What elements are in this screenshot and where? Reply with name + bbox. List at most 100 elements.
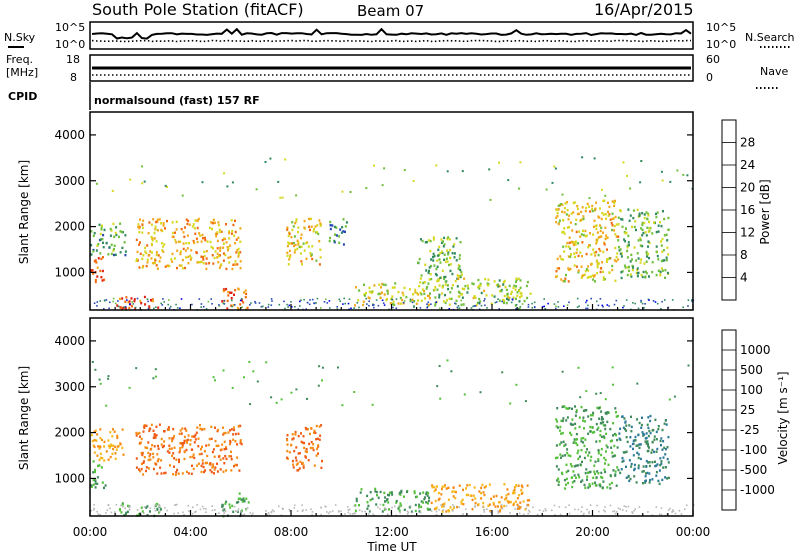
data-cell — [566, 241, 569, 245]
data-cell — [636, 382, 639, 385]
data-cell — [375, 490, 378, 494]
data-cell — [435, 267, 438, 271]
data-cell — [565, 213, 568, 216]
noise-cell — [589, 504, 592, 506]
data-cell — [226, 307, 229, 310]
data-cell — [559, 453, 562, 456]
data-cell — [633, 246, 636, 249]
data-cell — [556, 212, 559, 215]
data-cell — [151, 239, 154, 242]
data-cell — [571, 418, 574, 421]
data-cell — [184, 266, 186, 270]
data-cell — [420, 274, 423, 277]
data-cell — [182, 247, 185, 251]
data-cell — [212, 463, 215, 466]
data-cell — [321, 366, 324, 369]
data-cell — [163, 440, 166, 443]
data-cell — [375, 503, 378, 506]
data-cell — [556, 479, 559, 482]
data-cell — [265, 361, 268, 364]
data-cell — [515, 484, 518, 487]
noise-cell — [283, 300, 285, 303]
data-cell — [212, 218, 215, 222]
noise-cell — [517, 307, 520, 310]
data-cell — [441, 503, 444, 506]
data-cell — [200, 447, 202, 451]
data-cell — [294, 432, 297, 435]
data-cell — [440, 493, 443, 496]
data-cell — [202, 256, 204, 259]
data-cell — [128, 306, 131, 310]
data-cell — [641, 470, 644, 473]
data-cell — [231, 504, 234, 508]
data-cell — [641, 416, 643, 419]
data-cell — [445, 487, 448, 490]
data-cell — [102, 241, 104, 244]
noise-cell — [497, 512, 499, 514]
data-cell — [567, 481, 570, 485]
data-cell — [144, 250, 147, 253]
noise-cell — [391, 506, 393, 509]
data-cell — [644, 270, 647, 273]
data-cell — [556, 420, 559, 423]
data-cell — [518, 494, 521, 497]
data-cell — [95, 439, 98, 442]
noise-cell — [621, 509, 624, 511]
data-cell — [647, 416, 650, 419]
data-cell — [152, 218, 155, 221]
data-cell — [657, 230, 660, 233]
noise-cell — [394, 505, 396, 508]
data-cell — [656, 447, 659, 451]
noise-cell — [634, 302, 636, 305]
noise-cell — [685, 504, 688, 506]
data-cell — [630, 275, 633, 278]
data-cell — [197, 261, 200, 264]
data-cell — [110, 444, 113, 447]
data-cell — [205, 262, 208, 265]
data-cell — [563, 280, 566, 283]
data-cell — [224, 502, 227, 505]
data-cell — [237, 253, 240, 256]
data-cell — [419, 281, 422, 284]
data-cell — [103, 440, 106, 444]
noise-cell — [326, 302, 329, 304]
data-cell — [441, 505, 443, 508]
data-cell — [286, 251, 289, 254]
data-cell — [207, 443, 210, 447]
noise-cell — [160, 302, 162, 305]
data-cell — [295, 463, 298, 466]
data-cell — [297, 469, 300, 472]
data-cell — [103, 486, 105, 490]
data-cell — [603, 436, 606, 440]
data-cell — [363, 283, 365, 286]
data-cell — [624, 420, 627, 423]
data-cell — [628, 269, 630, 272]
noise-cell — [544, 508, 547, 510]
data-cell — [573, 438, 576, 441]
noise-cell — [354, 512, 357, 514]
data-cell — [357, 299, 360, 302]
data-cell — [151, 444, 154, 447]
noise-cell — [177, 512, 179, 514]
data-cell — [99, 232, 102, 236]
noise-cell — [435, 510, 438, 513]
data-cell — [296, 239, 299, 242]
data-cell — [144, 303, 147, 306]
data-cell — [218, 266, 221, 269]
data-cell — [98, 223, 101, 226]
data-cell — [296, 247, 299, 251]
data-cell — [571, 229, 574, 232]
noise-cell — [341, 514, 343, 516]
data-cell — [401, 298, 404, 302]
data-cell — [156, 220, 159, 223]
noise-cell — [353, 505, 356, 507]
data-cell — [295, 459, 298, 462]
data-cell — [651, 441, 654, 444]
data-cell — [92, 444, 95, 447]
data-cell — [311, 245, 314, 248]
data-cell — [173, 257, 176, 260]
data-cell — [625, 476, 628, 479]
noise-cell — [301, 510, 304, 512]
data-cell — [235, 463, 238, 467]
